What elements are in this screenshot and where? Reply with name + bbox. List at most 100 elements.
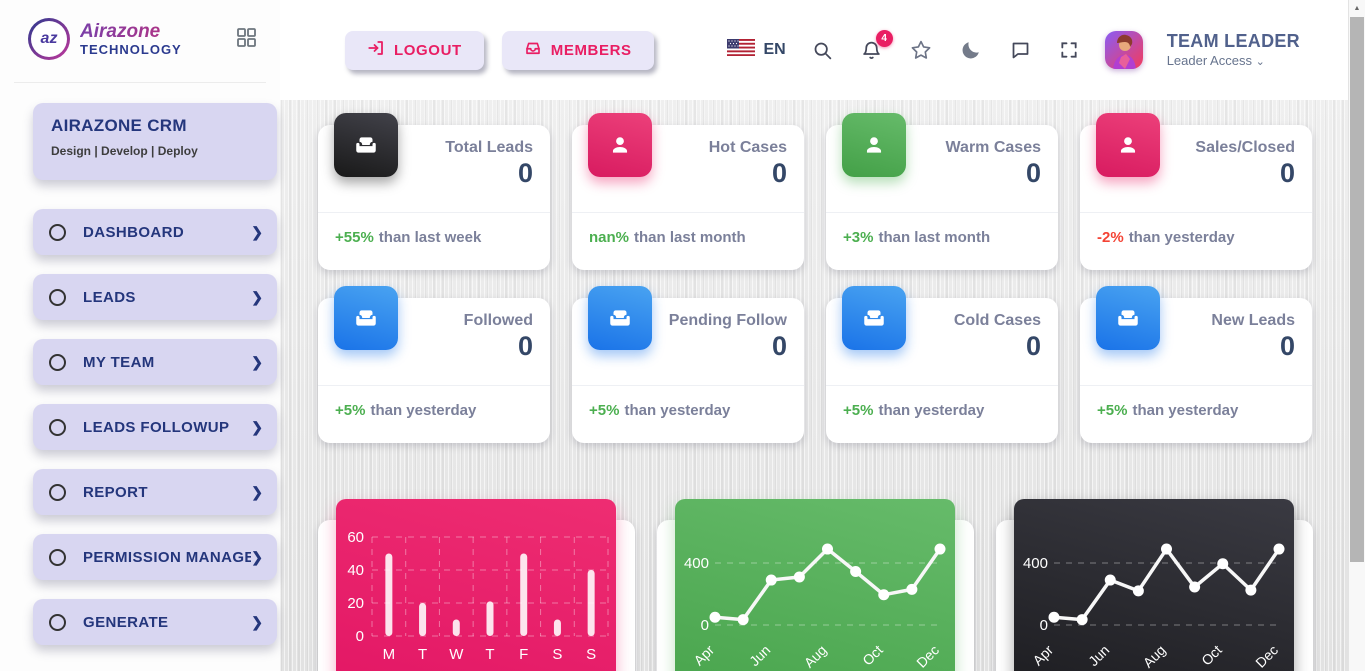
- stat-footer: +3% than last month: [826, 212, 1058, 270]
- delta-value: nan%: [589, 229, 630, 246]
- delta-text: than last month: [878, 229, 991, 246]
- language-label: EN: [763, 41, 786, 58]
- chart-block-weekly-bar: 0 20 40 60 M T W T F S S: [318, 499, 635, 671]
- svg-text:T: T: [485, 646, 494, 663]
- delta-text: than yesterday: [1128, 229, 1235, 246]
- stat-footer: +5% than yesterday: [318, 385, 550, 443]
- line-chart-dark: 0 400 Apr Jun Aug Oct Dec: [1014, 499, 1294, 671]
- circle-icon: [49, 613, 66, 631]
- chevron-right-icon: ❯: [251, 288, 263, 305]
- weekend-icon: [1096, 286, 1160, 350]
- user-avatar[interactable]: [1104, 31, 1143, 69]
- delta-text: than yesterday: [370, 402, 477, 419]
- user-name: TEAM LEADER: [1166, 30, 1300, 51]
- notifications-bell-icon[interactable]: 4: [859, 29, 893, 63]
- delta-value: +5%: [589, 402, 620, 419]
- stat-label: Followed: [463, 312, 533, 329]
- caret-down-icon: ⌄: [1255, 56, 1265, 69]
- us-flag-icon: [727, 39, 756, 61]
- scrollbar-up-arrow-icon[interactable]: ▲: [1353, 4, 1361, 12]
- logout-icon: [367, 39, 385, 61]
- delta-value: +5%: [843, 402, 874, 419]
- logout-button[interactable]: LOGOUT: [345, 30, 484, 70]
- search-icon[interactable]: [810, 38, 835, 63]
- sidebar-item-leads-followup[interactable]: LEADS FOLLOWUP ❯: [33, 404, 277, 450]
- delta-text: than yesterday: [624, 402, 731, 419]
- delta-value: +55%: [335, 229, 374, 246]
- svg-text:0: 0: [701, 617, 709, 634]
- line-chart-green: 0 400 Apr Jun Aug Oct Dec: [675, 499, 955, 671]
- svg-text:Oct: Oct: [1198, 642, 1225, 669]
- stat-value: 0: [517, 331, 533, 361]
- svg-text:T: T: [418, 646, 427, 663]
- stat-label: Total Leads: [445, 139, 533, 156]
- svg-text:400: 400: [684, 555, 709, 572]
- fullscreen-icon[interactable]: [1057, 38, 1081, 62]
- brand-tagline: TECHNOLOGY: [80, 42, 182, 57]
- sidebar-item-generate[interactable]: GENERATE ❯: [33, 599, 277, 645]
- stat-value: 0: [771, 158, 787, 188]
- svg-text:40: 40: [347, 562, 364, 579]
- star-icon[interactable]: [908, 37, 934, 63]
- delta-value: +3%: [843, 229, 874, 246]
- stat-card-new-leads: New Leads 0 +5% than yesterday: [1080, 286, 1312, 443]
- stat-value: 0: [1279, 158, 1295, 188]
- sidebar-item-report[interactable]: REPORT ❯: [33, 469, 277, 515]
- stat-footer: +5% than yesterday: [572, 385, 804, 443]
- delta-value: +5%: [335, 402, 366, 419]
- sidebar-divider: [14, 82, 266, 83]
- svg-text:0: 0: [356, 628, 364, 645]
- weekend-icon: [842, 286, 906, 350]
- stat-card-total-leads: Total Leads 0 +55% than last week: [318, 113, 550, 270]
- delta-text: than last week: [378, 229, 482, 246]
- delta-text: than yesterday: [1132, 402, 1239, 419]
- charts-row: 0 20 40 60 M T W T F S S 0 400 Apr Jun Aug Oct Dec 0 400 A…: [318, 499, 1348, 671]
- chevron-right-icon: ❯: [251, 353, 263, 370]
- sidebar-title-card: AIRAZONE CRM Design | Develop | Deploy: [33, 103, 277, 180]
- sidebar-item-my-team[interactable]: MY TEAM ❯: [33, 339, 277, 385]
- weekend-icon: [588, 286, 652, 350]
- stat-card-hot-cases: Hot Cases 0 nan% than last month: [572, 113, 804, 270]
- delta-text: than last month: [634, 229, 746, 246]
- sidebar-item-dashboard[interactable]: DASHBOARD ❯: [33, 209, 277, 255]
- sidebar-item-leads[interactable]: LEADS ❯: [33, 274, 277, 320]
- dark-mode-moon-icon[interactable]: [958, 37, 984, 63]
- svg-text:M: M: [383, 646, 396, 663]
- chevron-right-icon: ❯: [251, 613, 263, 630]
- chat-icon[interactable]: [1008, 38, 1033, 63]
- stat-label: Cold Cases: [953, 312, 1041, 329]
- person-icon: [842, 113, 906, 177]
- sidebar-nav: DASHBOARD ❯ LEADS ❯ MY TEAM ❯ LEADS FOLL…: [0, 209, 280, 645]
- delta-value: +5%: [1097, 402, 1128, 419]
- stat-label: New Leads: [1211, 312, 1295, 329]
- chevron-right-icon: ❯: [251, 548, 263, 565]
- scrollbar-thumb[interactable]: [1350, 17, 1364, 562]
- svg-text:Apr: Apr: [690, 642, 717, 669]
- svg-text:60: 60: [347, 529, 364, 546]
- user-menu[interactable]: TEAM LEADER Leader Access ⌄: [1167, 31, 1300, 70]
- brand-name: Airazone: [80, 22, 182, 41]
- circle-icon: [49, 223, 66, 241]
- svg-text:Jun: Jun: [1085, 642, 1112, 669]
- chart-block-monthly-line-green: 0 400 Apr Jun Aug Oct Dec: [657, 499, 974, 671]
- stat-value: 0: [517, 158, 533, 188]
- svg-text:S: S: [552, 646, 562, 663]
- stat-footer: +55% than last week: [318, 212, 550, 270]
- person-icon: [1096, 113, 1160, 177]
- chevron-right-icon: ❯: [251, 418, 263, 435]
- sidebar-item-permission-manage[interactable]: PERMISSION MANAGE ❯: [33, 534, 277, 580]
- stat-card-warm-cases: Warm Cases 0 +3% than last month: [826, 113, 1058, 270]
- members-button[interactable]: MEMBERS: [501, 30, 654, 70]
- svg-text:20: 20: [347, 595, 364, 612]
- svg-text:Dec: Dec: [1252, 642, 1281, 671]
- stat-footer: nan% than last month: [572, 212, 804, 270]
- brand-logo-icon: az: [28, 18, 70, 60]
- crm-title: AIRAZONE CRM: [51, 116, 187, 135]
- sidenav-toggle-grid-icon[interactable]: [233, 24, 260, 54]
- crm-subtitle: Design | Develop | Deploy: [51, 144, 198, 158]
- page-scrollbar[interactable]: ▲: [1348, 0, 1365, 671]
- inbox-icon: [524, 39, 542, 61]
- svg-text:Oct: Oct: [859, 642, 886, 669]
- language-selector[interactable]: EN: [727, 39, 786, 61]
